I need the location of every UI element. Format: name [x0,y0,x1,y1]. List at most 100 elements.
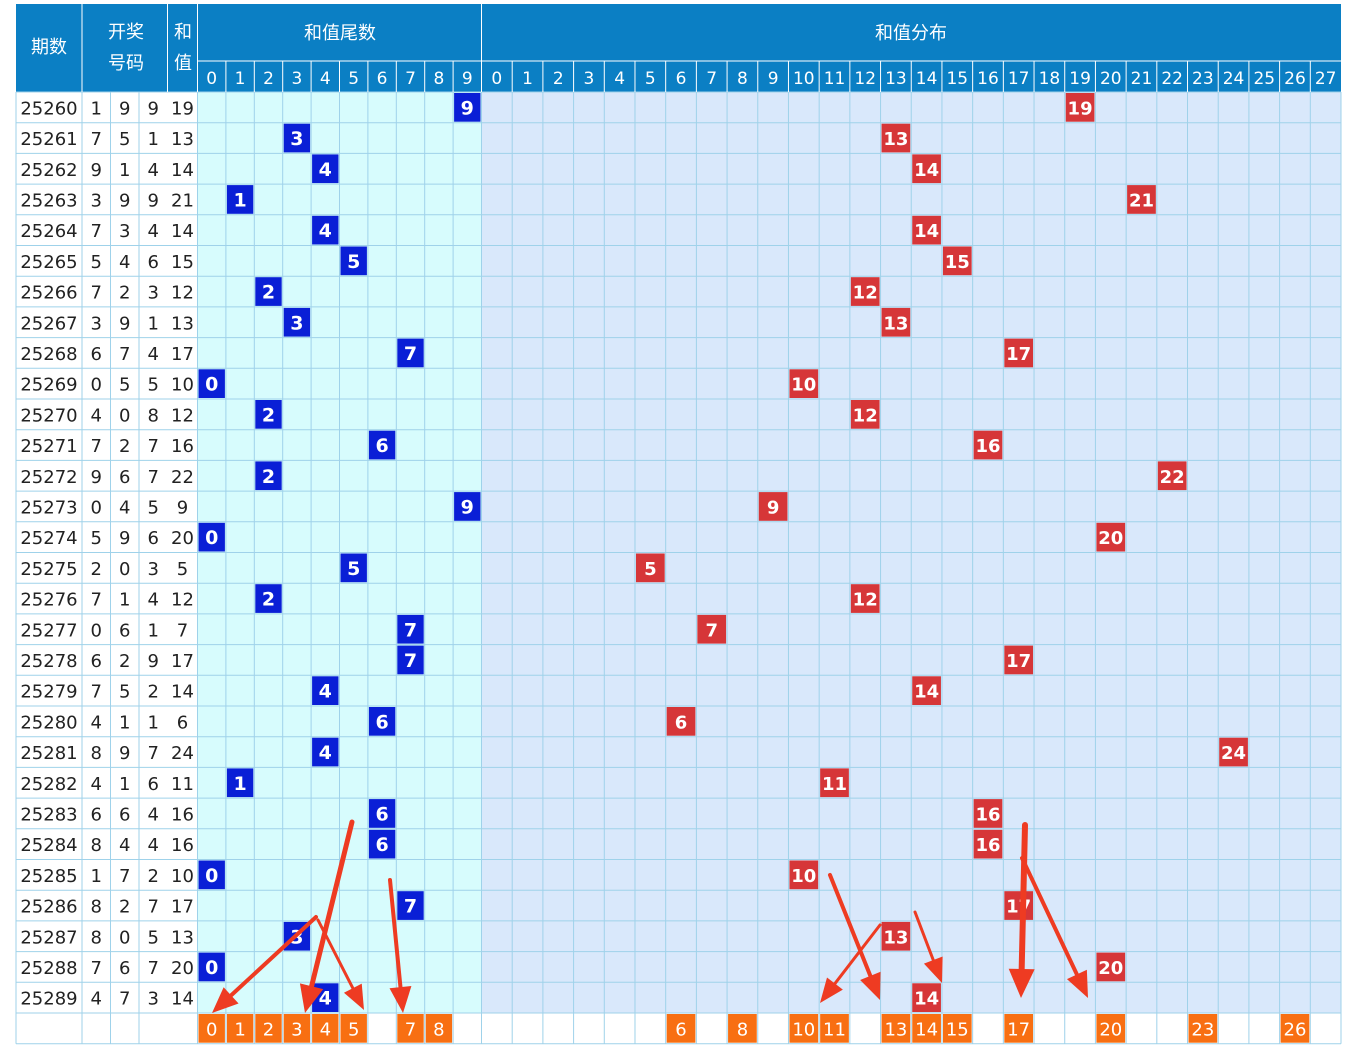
draw-digit: 1 [119,160,130,181]
sum-value: 9 [177,497,188,518]
sum-value: 12 [171,405,194,426]
issue-number: 25274 [20,528,77,549]
prediction-tail-label: 1 [234,1019,245,1040]
tail-column-label: 5 [348,69,359,89]
table-row: 25268 6 7 4 17 [20,344,194,365]
tail-column-label: 7 [405,69,416,89]
draw-digit: 0 [91,375,102,396]
prediction-tail-mark [425,1014,453,1043]
tail-mark [198,952,225,982]
sum-mark [789,369,819,398]
table-row: 25284 8 4 4 16 [20,835,194,856]
draw-digit: 4 [148,804,159,825]
tail-mark-label: 0 [205,527,218,549]
sum-mark-label: 17 [1006,897,1031,918]
tail-mark [198,860,225,890]
sum-column-label: 18 [1039,69,1061,89]
header-dist-group: 和值分布 [875,23,947,44]
draw-digit: 5 [91,252,102,273]
sum-mark-label: 14 [914,682,939,703]
draw-digit: 7 [119,344,130,365]
tail-mark [198,522,225,552]
sum-column-label: 9 [768,69,779,89]
table-row: 25269 0 5 5 10 [20,375,194,396]
header-sum-line1: 和 [174,22,192,43]
prediction-row: 0 1 2 3 4 5 7 8 6 8 10 11 13 14 15 17 20 23 26 [198,1014,1310,1043]
sum-column-label: 3 [584,69,595,89]
sum-mark [973,799,1003,828]
draw-digit: 8 [91,743,102,764]
issue-number: 25277 [20,620,77,641]
prediction-sum-mark [666,1014,696,1043]
header-background [16,4,1341,92]
draw-digit: 7 [91,436,102,457]
sum-column-label: 0 [491,69,502,89]
draw-digit: 4 [148,835,159,856]
tail-mark-label: 6 [375,435,388,457]
sum-mark [1219,737,1248,767]
sum-mark-label: 11 [822,774,847,795]
prediction-tail-mark [312,1014,339,1043]
prediction-sum-label: 14 [915,1019,938,1040]
sum-mark [881,307,911,337]
draw-digit: 6 [119,467,130,488]
issue-number: 25263 [20,190,77,211]
tail-mark-label: 4 [319,681,332,703]
prediction-sum-mark [1096,1014,1126,1043]
tail-mark-label: 0 [205,865,218,887]
draw-digit: 7 [91,283,102,304]
table-row: 25288 7 6 7 20 [20,958,194,979]
prediction-tail-mark [198,1014,225,1043]
tail-mark [312,154,339,184]
tail-mark [368,799,396,828]
prediction-sum-mark [728,1014,757,1043]
issue-number: 25268 [20,344,77,365]
draw-digit: 7 [119,866,130,887]
sum-mark [1096,522,1126,552]
table-row: 25278 6 2 9 17 [20,651,194,672]
draw-digit: 7 [91,682,102,703]
sum-value: 17 [171,897,194,918]
table-row: 25287 8 0 5 13 [20,927,194,948]
issue-number: 25279 [20,682,77,703]
tail-mark-label: 0 [205,957,218,979]
tail-mark [255,277,282,306]
sum-value: 17 [171,344,194,365]
draw-digit: 2 [91,559,102,580]
draw-digit: 1 [148,620,159,641]
tail-column-label: 0 [206,69,217,89]
sum-value: 14 [171,221,194,242]
tail-mark-label: 3 [290,128,303,150]
prediction-tail-label: 4 [320,1019,331,1040]
prediction-sum-mark [912,1014,941,1043]
draw-digit: 4 [148,160,159,181]
prediction-tail-label: 8 [433,1019,444,1040]
tail-mark [226,185,254,214]
issue-number: 25267 [20,313,77,334]
sum-mark [1065,93,1095,122]
table-row: 25271 7 2 7 16 [20,436,194,457]
sum-value: 12 [171,590,194,611]
sum-mark-label: 16 [975,835,1000,856]
prediction-tail-label: 0 [206,1019,217,1040]
draw-digit: 7 [148,436,159,457]
sum-value: 5 [177,559,188,580]
annotation-arrows [212,819,1088,1013]
draw-digit: 4 [119,835,130,856]
draw-digit: 7 [91,958,102,979]
draw-digit: 7 [148,467,159,488]
issue-number: 25262 [20,160,77,181]
table-row: 25272 9 6 7 22 [20,467,194,488]
issue-number: 25261 [20,129,77,150]
tail-mark-label: 4 [319,159,332,181]
prediction-sum-label: 8 [737,1019,748,1040]
sum-mark [1157,461,1187,491]
sum-column-label: 23 [1192,69,1214,89]
sum-mark [635,553,665,583]
sum-mark-label: 7 [705,620,718,641]
draw-digit: 5 [119,129,130,150]
marks-layer: 9 193 134 141 214 145 152 123 137 170 102 126 162 229… [198,93,1248,1012]
draw-digit: 9 [148,98,159,119]
draw-digit: 4 [119,497,130,518]
